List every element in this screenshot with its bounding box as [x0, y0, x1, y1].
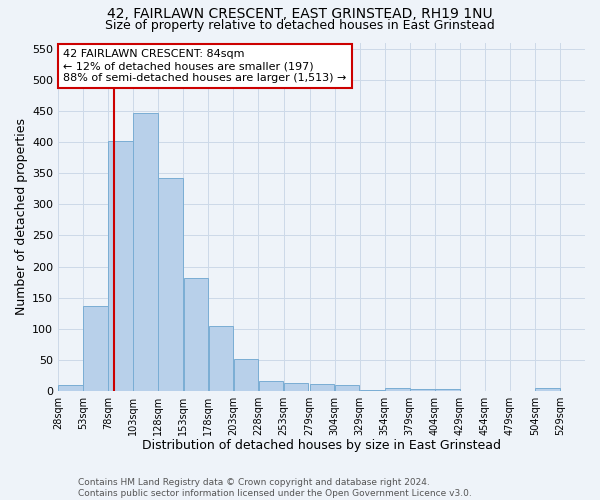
Text: Size of property relative to detached houses in East Grinstead: Size of property relative to detached ho…: [105, 18, 495, 32]
Bar: [133, 113, 158, 391]
Bar: [259, 380, 283, 391]
Bar: [158, 178, 183, 391]
Bar: [335, 385, 359, 391]
Bar: [310, 384, 334, 391]
Bar: [360, 390, 385, 391]
Bar: [284, 383, 308, 391]
Y-axis label: Number of detached properties: Number of detached properties: [15, 118, 28, 316]
Bar: [535, 388, 560, 391]
Bar: [109, 141, 133, 391]
Bar: [209, 326, 233, 391]
Bar: [385, 388, 410, 391]
Bar: [435, 389, 460, 391]
Text: Contains HM Land Registry data © Crown copyright and database right 2024.
Contai: Contains HM Land Registry data © Crown c…: [78, 478, 472, 498]
X-axis label: Distribution of detached houses by size in East Grinstead: Distribution of detached houses by size …: [142, 440, 501, 452]
Bar: [410, 388, 434, 391]
Bar: [233, 360, 259, 391]
Text: 42 FAIRLAWN CRESCENT: 84sqm
← 12% of detached houses are smaller (197)
88% of se: 42 FAIRLAWN CRESCENT: 84sqm ← 12% of det…: [64, 50, 347, 82]
Bar: [83, 306, 108, 391]
Text: 42, FAIRLAWN CRESCENT, EAST GRINSTEAD, RH19 1NU: 42, FAIRLAWN CRESCENT, EAST GRINSTEAD, R…: [107, 8, 493, 22]
Bar: [58, 385, 83, 391]
Bar: [184, 278, 208, 391]
